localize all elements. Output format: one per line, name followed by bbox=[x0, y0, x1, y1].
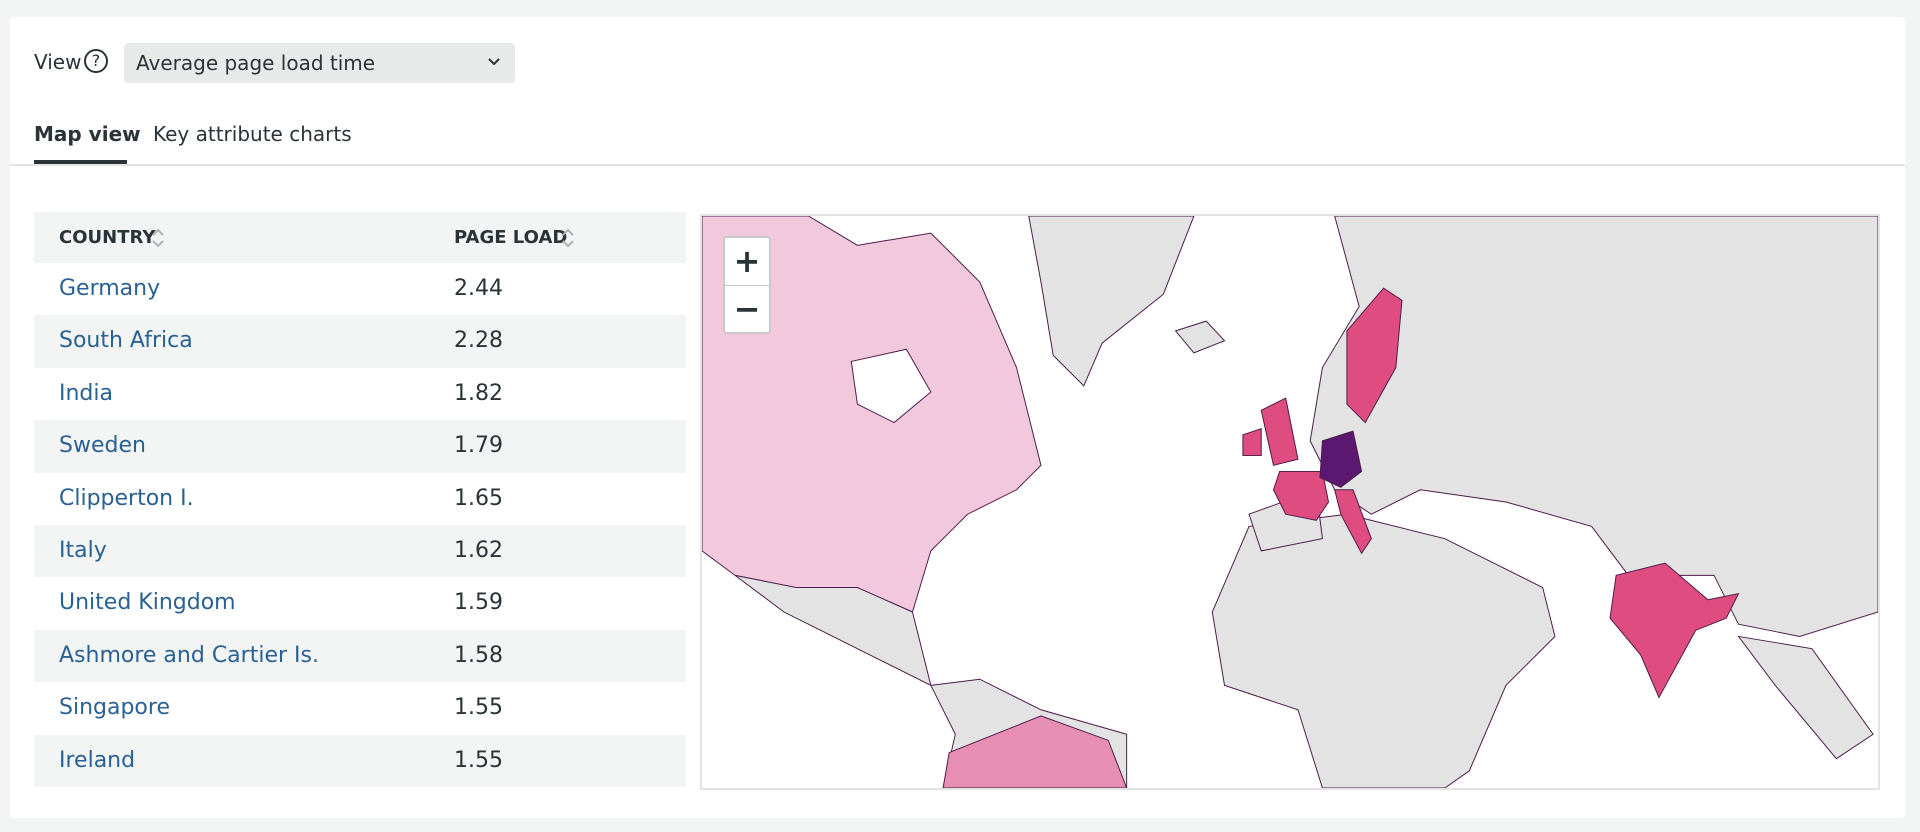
page-load-cell: 1.65 bbox=[454, 485, 503, 511]
tab[interactable]: Key attribute charts bbox=[153, 122, 352, 146]
page-load-cell: 2.44 bbox=[454, 276, 503, 301]
table-row: Clipperton I. 1.65 bbox=[34, 473, 686, 525]
sort-icon[interactable] bbox=[562, 227, 574, 249]
page-load-cell: 1.62 bbox=[454, 538, 503, 563]
view-label: View bbox=[34, 50, 82, 74]
table-row: Ireland 1.55 bbox=[34, 734, 686, 787]
column-header[interactable]: COUNTRY bbox=[59, 227, 156, 248]
table-row: India 1.82 bbox=[34, 368, 686, 420]
zoom-control: + − bbox=[723, 236, 771, 334]
page-load-cell: 1.55 bbox=[454, 747, 503, 773]
column-header[interactable]: PAGE LOAD bbox=[454, 227, 568, 248]
page-load-cell: 1.79 bbox=[454, 433, 503, 459]
table-row: Singapore 1.55 bbox=[34, 682, 686, 734]
tab[interactable]: Map view bbox=[34, 122, 141, 146]
country-link[interactable]: Sweden bbox=[59, 433, 146, 459]
table-row: Italy 1.62 bbox=[34, 525, 686, 578]
page-load-cell: 1.59 bbox=[454, 590, 503, 616]
country-link[interactable]: United Kingdom bbox=[59, 590, 236, 616]
table-row: Sweden 1.79 bbox=[34, 420, 686, 473]
zoom-in[interactable]: + bbox=[725, 238, 769, 286]
table-row: Germany 2.44 bbox=[34, 263, 686, 315]
sort-icon[interactable] bbox=[152, 227, 164, 249]
page-load-cell: 1.58 bbox=[454, 642, 503, 668]
map-canvas bbox=[702, 216, 1878, 788]
table-row: South Africa 2.28 bbox=[34, 315, 686, 368]
country-link[interactable]: Singapore bbox=[59, 695, 170, 721]
country-link[interactable]: India bbox=[59, 380, 113, 406]
page-load-cell: 2.28 bbox=[454, 328, 503, 354]
table-header: COUNTRY PAGE LOAD bbox=[34, 212, 686, 263]
country-link[interactable]: Ireland bbox=[59, 747, 136, 773]
country-link[interactable]: Clipperton I. bbox=[59, 485, 194, 511]
help-icon[interactable]: ? bbox=[84, 49, 108, 73]
map[interactable] bbox=[700, 214, 1880, 790]
divider bbox=[10, 164, 1905, 166]
tab-underline bbox=[34, 160, 127, 164]
country-link[interactable]: Germany bbox=[59, 276, 161, 301]
view-dropdown[interactable]: Average page load time bbox=[124, 43, 515, 83]
country-link[interactable]: Italy bbox=[59, 538, 107, 563]
page-load-cell: 1.55 bbox=[454, 695, 503, 721]
dropdown-value: Average page load time bbox=[136, 51, 376, 75]
zoom-out[interactable]: − bbox=[733, 290, 761, 328]
chevron bbox=[488, 58, 500, 66]
country-link[interactable]: Ashmore and Cartier Is. bbox=[59, 642, 319, 668]
page-load-cell: 1.82 bbox=[454, 380, 503, 406]
table-row: Ashmore and Cartier Is. 1.58 bbox=[34, 629, 686, 683]
country-link[interactable]: South Africa bbox=[59, 328, 193, 354]
table-row: United Kingdom 1.59 bbox=[34, 577, 686, 629]
